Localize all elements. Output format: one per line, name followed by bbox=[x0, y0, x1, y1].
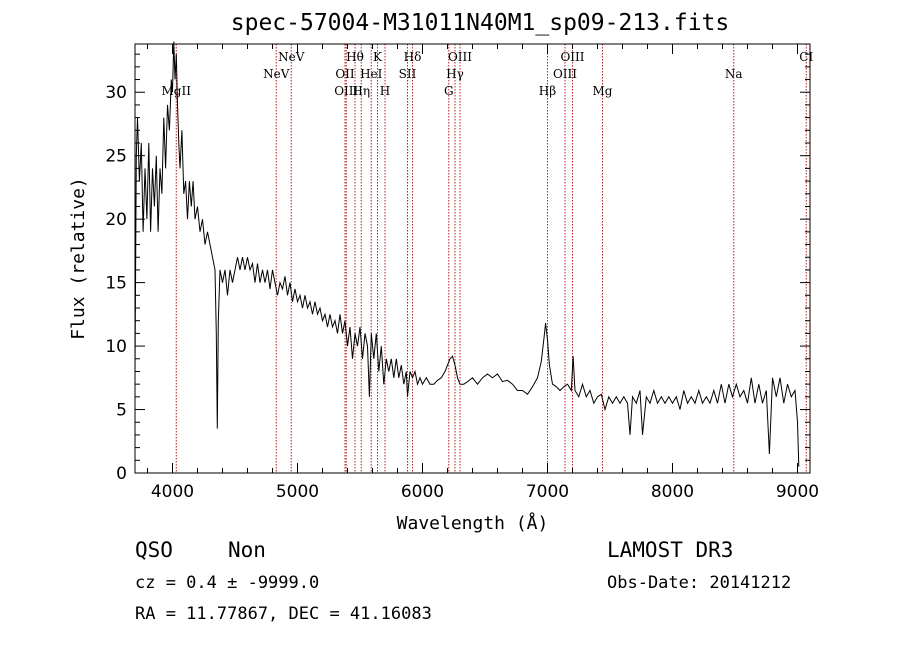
plot-frame bbox=[134, 43, 811, 474]
x-tick-label-1: 5000 bbox=[276, 482, 319, 502]
y-tick-label-6: 30 bbox=[105, 83, 127, 103]
emission-label-15: Hβ bbox=[539, 84, 556, 98]
emission-label-20: CI bbox=[799, 50, 813, 64]
survey-name: LAMOST DR3 bbox=[607, 538, 734, 562]
x-tick-label-5: 9000 bbox=[776, 482, 819, 502]
emission-label-5: Hθ bbox=[346, 50, 364, 64]
redshift-cz: cz = 0.4 ± -9999.0 bbox=[135, 573, 320, 593]
y-tick-label-1: 5 bbox=[116, 401, 127, 421]
emission-label-3: OII bbox=[335, 67, 355, 81]
x-tick-label-3: 7000 bbox=[526, 482, 569, 502]
emission-label-18: Mg bbox=[593, 84, 613, 98]
y-tick-label-4: 20 bbox=[105, 210, 127, 230]
flux-series-line bbox=[134, 41, 800, 467]
emission-label-2: NeV bbox=[278, 50, 305, 64]
obs-date: Obs-Date: 20141212 bbox=[607, 573, 792, 593]
y-axis-label: Flux (relative) bbox=[68, 177, 89, 340]
emission-line-labels: MgII NeV NeV OII OIII Hθ Hη HeI K H SII Hδ G Hγ OIII Hβ… bbox=[162, 50, 814, 98]
chart-title: spec-57004-M31011N40M1_sp09-213.fits bbox=[230, 10, 730, 36]
y-tick-label-3: 15 bbox=[105, 274, 127, 294]
emission-line-markers bbox=[175, 44, 807, 473]
emission-label-4: OIII bbox=[334, 84, 358, 98]
emission-label-11: Hδ bbox=[404, 50, 422, 64]
axis-ticks: 4000 5000 6000 7000 8000 9000 0 5 10 15 20 25 30 bbox=[105, 44, 819, 502]
emission-label-7: HeI bbox=[360, 67, 383, 81]
emission-label-1: NeV bbox=[263, 67, 290, 81]
emission-label-19: Na bbox=[725, 67, 743, 81]
emission-label-14: OIII bbox=[448, 50, 472, 64]
object-class: QSO bbox=[135, 538, 173, 562]
x-tick-label-4: 8000 bbox=[651, 482, 694, 502]
emission-label-16: OIII bbox=[553, 67, 577, 81]
x-axis-label: Wavelength (Å) bbox=[397, 512, 549, 534]
x-tick-label-2: 6000 bbox=[401, 482, 444, 502]
emission-label-6: Hη bbox=[352, 84, 370, 98]
y-tick-label-2: 10 bbox=[105, 337, 127, 357]
emission-label-13: Hγ bbox=[446, 67, 464, 81]
emission-label-9: H bbox=[380, 84, 390, 98]
emission-label-12: G bbox=[444, 84, 454, 98]
emission-label-0: MgII bbox=[162, 84, 192, 98]
emission-label-8: K bbox=[373, 50, 383, 64]
ra-dec: RA = 11.77867, DEC = 41.16083 bbox=[135, 604, 432, 624]
object-subclass: Non bbox=[228, 538, 266, 562]
emission-label-10: SII bbox=[399, 67, 417, 81]
x-tick-label-0: 4000 bbox=[151, 482, 194, 502]
y-tick-label-0: 0 bbox=[116, 464, 127, 484]
y-tick-label-5: 25 bbox=[105, 147, 127, 167]
emission-label-17: OIII bbox=[560, 50, 584, 64]
